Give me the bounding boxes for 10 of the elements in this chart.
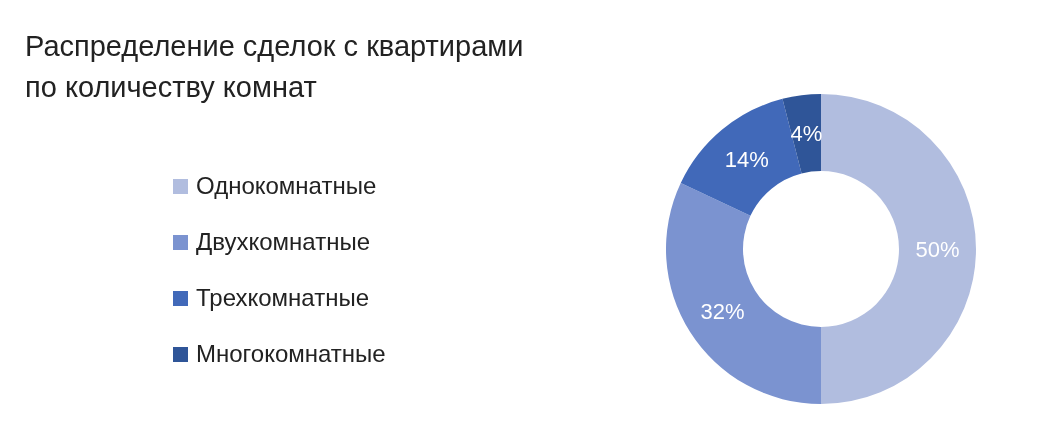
chart-title: Распределение сделок с квартирами по количеству комнат [25,29,524,105]
data-label: 32% [700,298,745,324]
data-label: 14% [724,146,769,172]
donut-slice [666,183,821,404]
legend-label: Однокомнатные [196,172,377,200]
data-label: 50% [915,236,960,262]
donut-slice [821,94,976,404]
legend-label: Трехкомнатные [196,284,370,312]
legend-label: Двухкомнатные [196,228,371,256]
legend-label: Многокомнатные [196,340,386,368]
